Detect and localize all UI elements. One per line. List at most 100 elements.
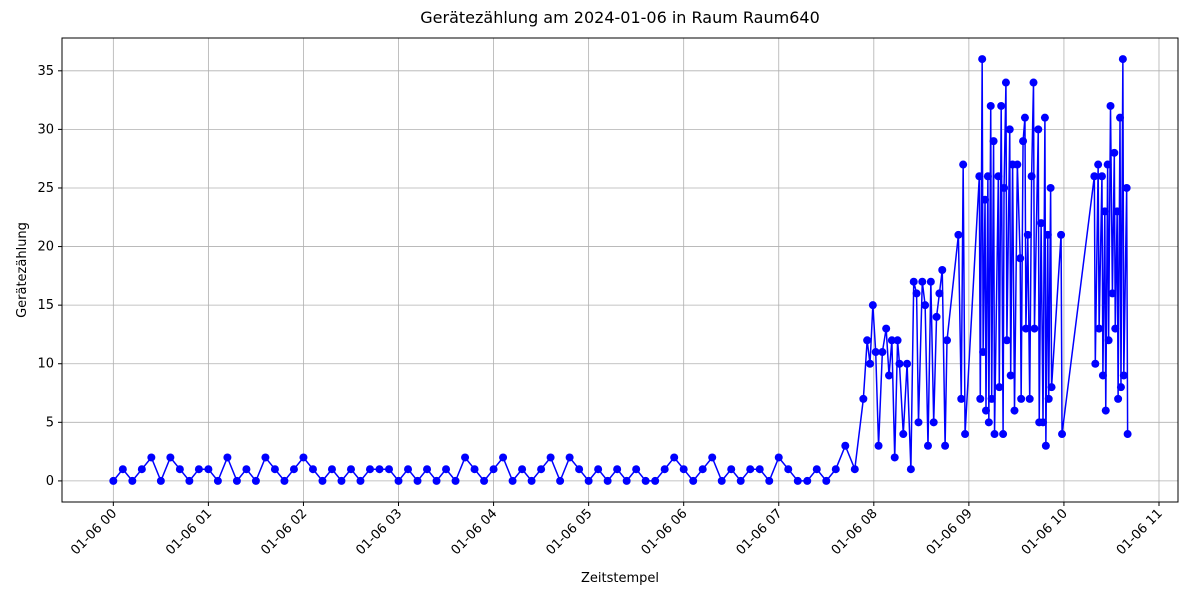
data-point — [994, 172, 1003, 181]
data-point — [918, 277, 927, 286]
data-line — [112, 59, 1129, 483]
data-point — [1002, 336, 1011, 345]
y-tick-label: 10 — [37, 357, 54, 372]
x-tick-label: 01-06 03 — [353, 506, 405, 558]
data-point — [518, 465, 527, 474]
data-point — [308, 465, 317, 474]
data-point — [868, 301, 877, 310]
data-point — [981, 195, 990, 204]
data-point — [874, 441, 883, 450]
y-tick-label: 20 — [37, 240, 54, 255]
data-point — [451, 476, 460, 485]
data-point — [432, 476, 441, 485]
data-point — [850, 465, 859, 474]
x-tick-label: 01-06 06 — [639, 506, 691, 558]
data-point — [641, 476, 650, 485]
x-tick-label: 01-06 09 — [924, 506, 976, 558]
data-point — [1100, 207, 1109, 216]
data-point — [1025, 394, 1034, 403]
data-point — [442, 465, 451, 474]
data-point — [1037, 219, 1046, 228]
data-point — [1019, 137, 1028, 146]
data-point — [251, 476, 260, 485]
data-point — [717, 476, 726, 485]
x-tick-label: 01-06 04 — [448, 506, 500, 558]
data-point — [1094, 160, 1103, 169]
data-point — [1058, 430, 1067, 439]
data-point — [480, 476, 489, 485]
data-point — [280, 476, 289, 485]
data-point — [698, 465, 707, 474]
data-point — [976, 394, 985, 403]
data-point — [413, 476, 422, 485]
data-point — [556, 476, 565, 485]
data-point — [736, 476, 745, 485]
y-axis-label: Gerätezählung — [15, 222, 30, 318]
data-point — [1016, 254, 1025, 263]
data-point — [803, 476, 812, 485]
data-point — [1005, 125, 1014, 134]
data-point — [863, 336, 872, 345]
data-point — [613, 465, 622, 474]
data-point — [999, 430, 1008, 439]
data-point — [909, 277, 918, 286]
data-point — [727, 465, 736, 474]
data-point — [1114, 394, 1123, 403]
data-point — [866, 359, 875, 368]
data-point — [812, 465, 821, 474]
data-point — [1104, 336, 1113, 345]
data-point — [859, 394, 868, 403]
data-point — [1111, 324, 1120, 333]
x-tick-label: 01-06 05 — [544, 506, 596, 558]
data-point — [1097, 172, 1106, 181]
data-point — [213, 476, 222, 485]
data-point — [878, 348, 887, 357]
data-point — [470, 465, 479, 474]
data-point — [959, 160, 968, 169]
data-point — [1101, 406, 1110, 415]
data-point — [784, 465, 793, 474]
data-point — [995, 383, 1004, 392]
data-point — [841, 441, 850, 450]
data-point — [660, 465, 669, 474]
data-point — [499, 453, 508, 462]
plot-area — [109, 55, 1132, 485]
data-point — [318, 476, 327, 485]
data-point — [156, 476, 165, 485]
data-point — [989, 137, 998, 146]
data-point — [932, 312, 941, 321]
chart-title: Gerätezählung am 2024-01-06 in Raum Raum… — [420, 8, 820, 27]
data-point — [1030, 324, 1039, 333]
y-tick-label: 35 — [37, 64, 54, 79]
y-tick-label: 5 — [46, 415, 54, 430]
data-point — [755, 465, 764, 474]
data-point — [1123, 430, 1132, 439]
data-point — [984, 418, 993, 427]
data-point — [223, 453, 232, 462]
data-point — [831, 465, 840, 474]
data-point — [1119, 371, 1128, 380]
data-point — [679, 465, 688, 474]
data-point — [118, 465, 127, 474]
data-point — [926, 277, 935, 286]
data-point — [943, 336, 952, 345]
data-point — [1021, 324, 1030, 333]
data-point — [270, 465, 279, 474]
data-point — [975, 172, 984, 181]
data-point — [1110, 148, 1119, 157]
data-point — [990, 430, 999, 439]
y-tick-label: 25 — [37, 181, 54, 196]
data-point — [895, 359, 904, 368]
data-point — [1046, 183, 1055, 192]
data-point — [979, 348, 988, 357]
y-tick-label: 0 — [46, 474, 54, 489]
data-point — [941, 441, 950, 450]
data-point — [903, 359, 912, 368]
data-point — [289, 465, 298, 474]
data-point — [1041, 441, 1050, 450]
data-point — [261, 453, 270, 462]
data-point — [893, 336, 902, 345]
x-tick-label: 01-06 07 — [734, 506, 786, 558]
data-point — [1047, 383, 1056, 392]
data-point — [746, 465, 755, 474]
